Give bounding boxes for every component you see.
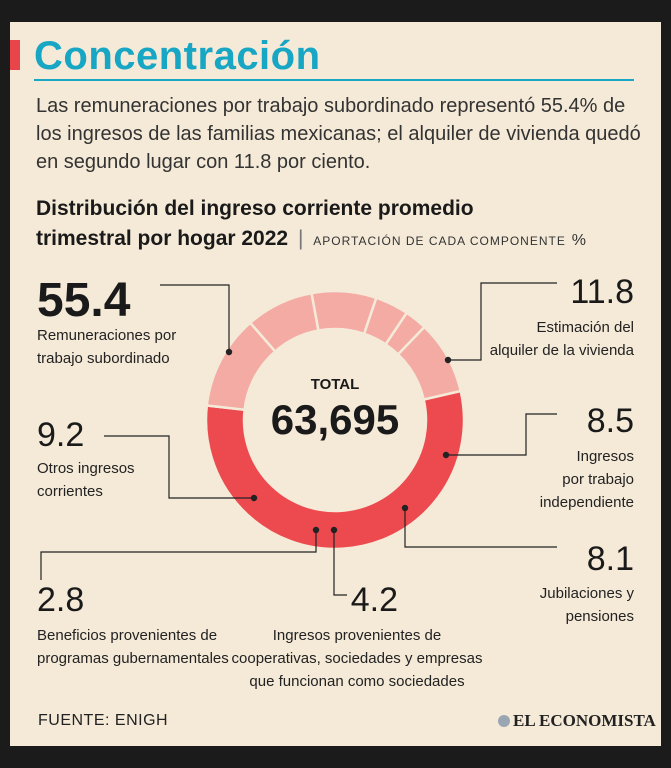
slice-label-2-2: independiente (540, 494, 634, 511)
leader-dot-1 (444, 356, 452, 364)
slice-label-0-1: trabajo subordinado (37, 350, 170, 367)
slice-value-0: 55.4 (37, 274, 131, 327)
title-underline (34, 79, 634, 81)
leader-line-3 (404, 508, 557, 548)
title-accent-bar (10, 40, 20, 70)
slice-label-4-0: Ingresos provenientes de (273, 627, 441, 644)
intro-text: Las remuneraciones por trabajo subordina… (36, 95, 641, 173)
slice-value-2: 8.5 (587, 402, 634, 440)
logo-globe-icon (498, 715, 510, 727)
chart-title-line1: Distribución del ingreso corriente prome… (36, 197, 474, 220)
slice-label-1-0: Estimación del (536, 319, 634, 336)
leader-dot-4 (330, 526, 338, 534)
chart-subtitle: Aportación de cada componente (313, 234, 566, 248)
leader-line-2 (446, 413, 557, 456)
leader-line-6 (104, 435, 254, 499)
slice-label-3-1: pensiones (566, 608, 634, 625)
slice-label-4-2: que funcionan como sociedades (249, 673, 464, 690)
donut-center-value: 63,695 (271, 396, 399, 443)
chart-title-line2: trimestral por hogar 2022 (36, 227, 289, 250)
slice-label-3-0: Jubilaciones y (540, 585, 635, 602)
chart-title: Distribución del ingreso corriente prome… (36, 194, 656, 256)
leader-dot-3 (401, 504, 409, 512)
slice-value-6: 9.2 (37, 416, 84, 454)
leader-line-1 (448, 282, 557, 361)
slice-value-1: 11.8 (570, 273, 634, 311)
infographic-card (10, 22, 661, 746)
donut-slice-6 (396, 325, 463, 402)
page-title: Concentración (34, 34, 321, 78)
slice-label-5-1: programas gubernamentales (37, 650, 229, 667)
publisher-logo: EL ECONOMISTA (498, 711, 656, 731)
slice-label-5-0: Beneficios provenientes de (37, 627, 217, 644)
leader-dot-2 (442, 451, 450, 459)
leader-dot-5 (312, 526, 320, 534)
slice-label-1-1: alquiler de la vivienda (490, 342, 635, 359)
slice-label-6-0: Otros ingresos (37, 460, 135, 477)
donut-center-label: TOTAL (311, 376, 360, 393)
title-separator: | (297, 227, 304, 250)
slice-label-0-0: Remuneraciones por (37, 327, 176, 344)
slice-label-2-0: Ingresos (576, 448, 634, 465)
leader-line-5 (40, 530, 317, 580)
slice-label-4-1: cooperativas, sociedades y empresas (232, 650, 483, 667)
source-note: FUENTE: ENIGH (38, 712, 169, 729)
slice-label-6-1: corrientes (37, 483, 103, 500)
leader-line-0 (160, 284, 230, 352)
donut-slice-0 (204, 389, 466, 551)
leader-dot-0 (225, 348, 233, 356)
slice-value-5: 2.8 (37, 581, 84, 619)
slice-value-4: 4.2 (351, 581, 398, 619)
logo-text: EL ECONOMISTA (513, 711, 656, 730)
leader-line-4 (333, 530, 347, 596)
chart-unit: % (571, 232, 586, 249)
leader-dot-6 (250, 494, 258, 502)
slice-value-3: 8.1 (587, 540, 634, 578)
slice-label-2-1: por trabajo (562, 471, 634, 488)
